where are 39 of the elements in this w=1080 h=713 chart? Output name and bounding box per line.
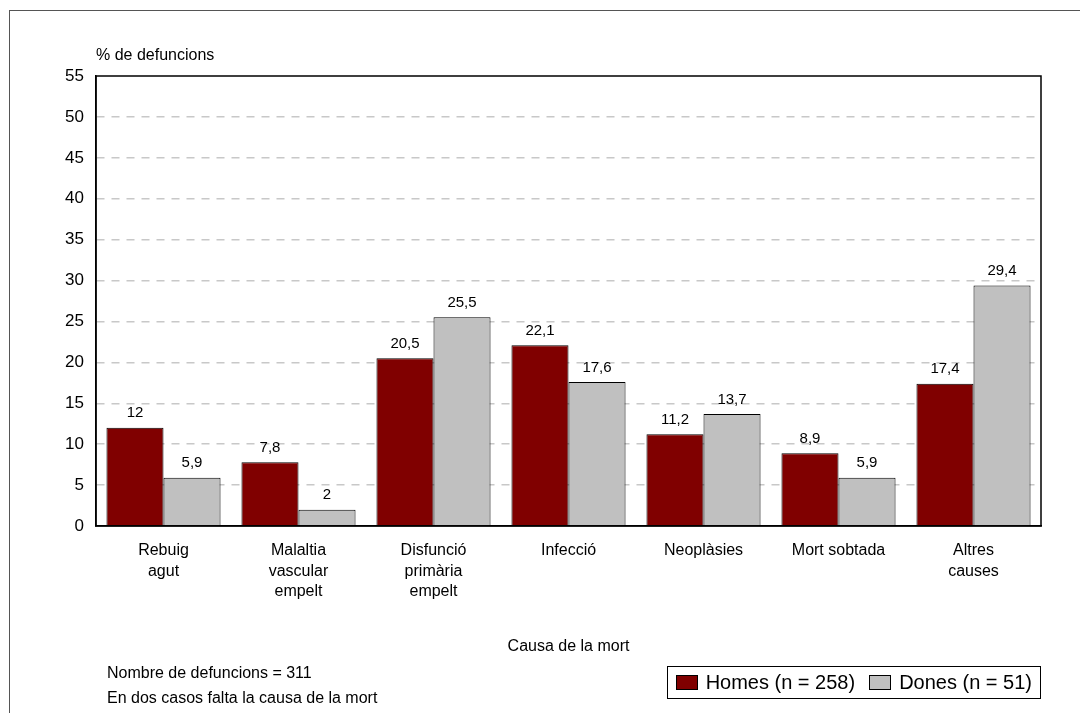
y-tick-label: 10 — [65, 433, 84, 453]
data-label: 8,9 — [799, 428, 821, 446]
y-tick-label: 45 — [65, 147, 84, 167]
y-tick-label: 30 — [65, 270, 84, 290]
x-tick-label: Altres causes — [948, 540, 999, 579]
data-label: 29,4 — [987, 261, 1017, 279]
data-label: 25,5 — [447, 293, 477, 310]
x-tick-label: Disfunció primària empelt — [400, 540, 467, 600]
y-tick-label: 50 — [65, 106, 84, 126]
y-axis-title: % de defuncions — [96, 46, 215, 64]
x-tick-label: Infecció — [540, 540, 597, 558]
data-label: 11,2 — [660, 410, 690, 427]
data-label: 12 — [126, 403, 144, 421]
y-tick-label: 15 — [65, 392, 84, 412]
x-tick-label: Malaltia vascular empelt — [268, 540, 329, 600]
y-tick-label: 20 — [65, 352, 84, 372]
y-tick-label: 40 — [65, 188, 84, 208]
text: En dos casos falta la causa de la mort — [107, 688, 378, 708]
data-label: 22,1 — [525, 320, 555, 338]
data-label: 7,8 — [259, 437, 281, 455]
data-label: 17,6 — [582, 357, 612, 375]
legend-label: Homes (n = 258) — [705, 671, 856, 694]
x-tick-label: Neoplàsies — [663, 540, 744, 558]
data-label: 13,7 — [717, 389, 747, 407]
text: Nombre de defuncions = 311 — [107, 663, 313, 683]
y-tick-label: 35 — [65, 229, 84, 249]
data-label: 2 — [322, 485, 332, 503]
legend-label: Dones (n = 51) — [899, 671, 1032, 694]
data-label: 5,9 — [181, 453, 203, 471]
x-tick-label: Rebuig agut — [138, 540, 189, 579]
x-axis-title: Causa de la mort — [507, 636, 630, 654]
y-tick-label: 25 — [65, 311, 84, 331]
data-label: 20,5 — [390, 333, 420, 351]
data-label: 5,9 — [856, 453, 878, 471]
y-tick-label: 5 — [74, 474, 84, 494]
x-tick-label: Mort sobtada — [791, 540, 886, 558]
data-label: 17,4 — [930, 359, 960, 377]
y-tick-label: 55 — [65, 65, 84, 85]
y-tick-label: 0 — [74, 515, 84, 535]
